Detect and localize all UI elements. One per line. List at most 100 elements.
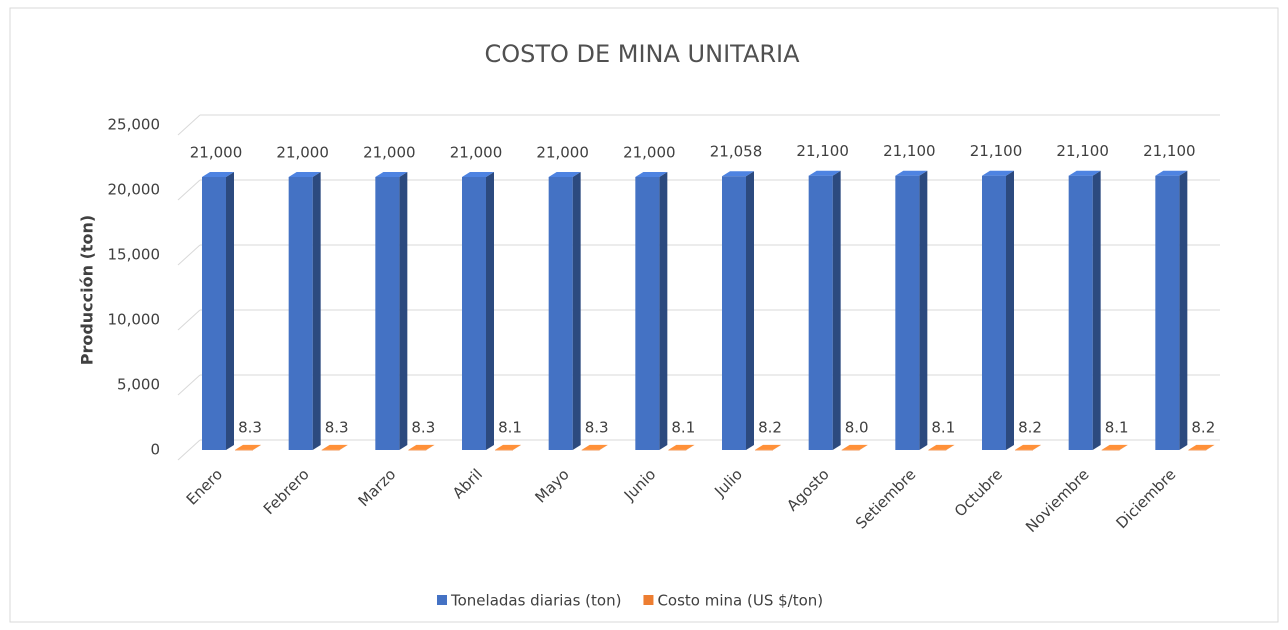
bar-top xyxy=(1188,444,1215,450)
bar xyxy=(321,449,340,451)
bar-side xyxy=(832,170,841,450)
y-tick-label: 25,000 xyxy=(108,116,161,134)
bar xyxy=(755,449,773,451)
bar-top xyxy=(755,444,781,450)
value-label: 8.2 xyxy=(1191,418,1215,436)
bar xyxy=(548,177,573,450)
bar-side xyxy=(513,444,521,450)
legend-label: Toneladas diarias (ton) xyxy=(450,592,621,610)
bar-side xyxy=(859,444,868,450)
bar xyxy=(1015,449,1033,451)
bar-side xyxy=(659,172,668,450)
value-label: 8.2 xyxy=(1018,418,1042,436)
bar xyxy=(668,449,687,451)
y-tick-label: 0 xyxy=(150,441,160,459)
bar-side xyxy=(773,444,781,450)
y-axis-label: Producción (ton) xyxy=(78,215,97,366)
value-label: 21,000 xyxy=(450,144,503,162)
grid-line xyxy=(177,439,201,461)
bar xyxy=(202,177,226,450)
bar-side xyxy=(1092,170,1101,450)
bar-top xyxy=(1015,444,1041,450)
bar xyxy=(581,449,600,451)
grid-line xyxy=(177,244,201,266)
legend-swatch xyxy=(437,595,447,605)
value-label: 8.2 xyxy=(758,418,782,436)
bar-side xyxy=(1179,170,1188,450)
value-label: 21,100 xyxy=(970,142,1023,160)
bar-top xyxy=(495,444,521,450)
bar-side xyxy=(399,172,408,450)
grid-line xyxy=(177,179,201,201)
bar-top xyxy=(668,444,695,450)
bar-top xyxy=(722,171,754,177)
bar-side xyxy=(919,170,928,450)
bar-top xyxy=(321,444,348,450)
bar xyxy=(895,175,920,450)
bar-top xyxy=(581,444,608,450)
bar-top xyxy=(202,172,234,177)
value-label: 8.1 xyxy=(931,418,955,436)
bar-top xyxy=(548,172,581,177)
bar-side xyxy=(1206,444,1215,450)
bar xyxy=(235,449,253,451)
bar-top xyxy=(408,444,435,450)
bar-top xyxy=(462,172,494,177)
value-label: 21,100 xyxy=(1143,142,1196,160)
y-tick-label: 15,000 xyxy=(108,246,161,264)
value-label: 21,100 xyxy=(796,142,849,160)
value-label: 8.0 xyxy=(845,418,869,436)
bar-top xyxy=(235,444,261,450)
grid-line xyxy=(177,374,201,396)
y-tick-label: 20,000 xyxy=(108,181,161,199)
value-label: 8.3 xyxy=(585,418,609,436)
bar xyxy=(1068,175,1093,450)
bar xyxy=(841,449,860,451)
grid-line xyxy=(177,114,201,136)
bar-side xyxy=(339,444,348,450)
bar-side xyxy=(253,444,261,450)
bar-top xyxy=(895,170,928,176)
bar-top xyxy=(841,444,868,450)
bar-top xyxy=(288,172,321,177)
value-label: 21,100 xyxy=(883,142,936,160)
bar-top xyxy=(808,170,841,176)
legend-swatch xyxy=(643,595,654,605)
value-label: 21,058 xyxy=(710,143,763,161)
bar xyxy=(462,177,486,450)
bar-side xyxy=(1006,170,1014,450)
bar-side xyxy=(426,444,435,450)
value-label: 21,000 xyxy=(190,144,243,162)
value-label: 8.3 xyxy=(325,418,349,436)
bar-top xyxy=(982,170,1014,176)
value-label: 8.1 xyxy=(498,418,522,436)
bar xyxy=(722,176,746,450)
value-label: 8.3 xyxy=(411,418,435,436)
bar-side xyxy=(686,444,695,450)
bar-top xyxy=(1155,170,1188,176)
bar xyxy=(408,449,427,451)
bar xyxy=(928,449,947,451)
grid-line xyxy=(177,309,201,331)
y-tick-label: 5,000 xyxy=(117,376,160,394)
bar-top xyxy=(928,444,955,450)
value-label: 21,000 xyxy=(623,144,676,162)
bar-side xyxy=(746,171,754,450)
value-label: 21,000 xyxy=(276,144,329,162)
bar-side xyxy=(486,172,494,450)
bar-side xyxy=(312,172,321,450)
bar xyxy=(288,177,313,450)
value-label: 21,100 xyxy=(1056,142,1109,160)
value-label: 8.3 xyxy=(238,418,262,436)
value-label: 8.1 xyxy=(671,418,695,436)
bar-top xyxy=(635,172,668,177)
bar xyxy=(635,177,660,450)
bar xyxy=(1101,449,1120,451)
bar-side xyxy=(572,172,581,450)
value-label: 21,000 xyxy=(363,144,416,162)
bar-top xyxy=(1101,444,1128,450)
bar-top xyxy=(375,172,408,177)
bar xyxy=(1155,175,1180,450)
legend-label: Costo mina (US $/ton) xyxy=(657,592,823,610)
